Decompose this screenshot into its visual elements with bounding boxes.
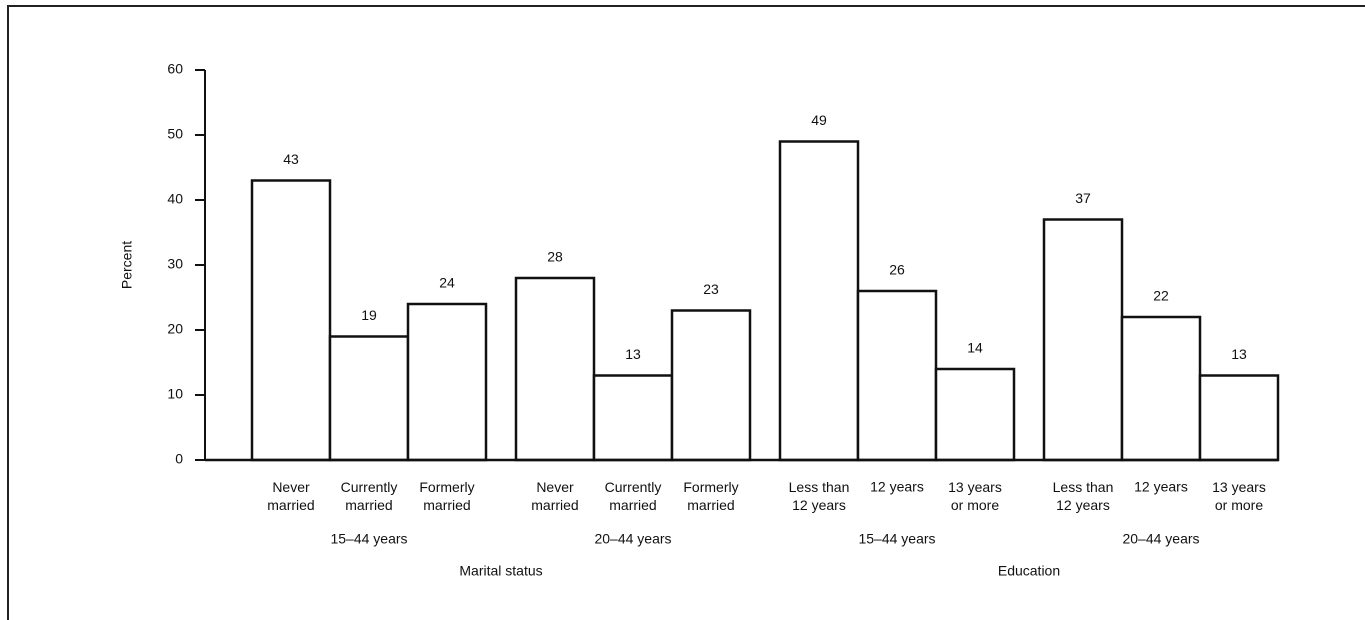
x-tick-label: Formerly married <box>683 479 738 513</box>
value-label: 19 <box>361 307 377 323</box>
value-label: 14 <box>967 340 983 356</box>
bar <box>1198 374 1280 462</box>
value-label: 24 <box>439 275 455 291</box>
x-tick-label: Currently married <box>341 479 398 513</box>
group-label: 15–44 years <box>858 531 935 547</box>
group-label: 15–44 years <box>330 531 407 547</box>
value-label: 28 <box>547 249 563 265</box>
x-tick-label: Never married <box>531 479 578 513</box>
y-tick-label: 10 <box>167 386 183 402</box>
y-tick-label: 30 <box>167 256 183 272</box>
bar <box>1042 218 1124 462</box>
y-tick-label: 60 <box>167 61 183 77</box>
bar <box>406 302 488 462</box>
value-label: 22 <box>1153 288 1169 304</box>
group-label: 20–44 years <box>594 531 671 547</box>
supergroup-label: Marital status <box>459 563 542 579</box>
value-label: 13 <box>625 346 641 362</box>
x-tick-label: Less than 12 years <box>1053 479 1114 513</box>
y-tick-label: 0 <box>175 451 183 467</box>
supergroup-label: Education <box>998 563 1060 579</box>
bar <box>328 335 410 462</box>
x-tick-label: Formerly married <box>419 479 474 513</box>
y-axis-label: Percent <box>119 241 135 289</box>
value-label: 26 <box>889 262 905 278</box>
bar <box>592 374 674 462</box>
group-label: 20–44 years <box>1122 531 1199 547</box>
x-tick-label: 12 years <box>1134 479 1188 495</box>
x-tick-label: Currently married <box>605 479 662 513</box>
x-tick-label: Never married <box>267 479 314 513</box>
bar <box>856 289 938 462</box>
bar <box>670 309 752 462</box>
x-tick-label: 13 years or more <box>948 479 1002 513</box>
y-tick-label: 40 <box>167 191 183 207</box>
value-label: 23 <box>703 281 719 297</box>
bar <box>778 140 860 462</box>
frame <box>7 5 1365 620</box>
value-label: 43 <box>283 151 299 167</box>
bar <box>514 276 596 462</box>
bar <box>250 179 332 462</box>
y-tick-label: 20 <box>167 321 183 337</box>
x-tick-label: Less than 12 years <box>789 479 850 513</box>
x-tick-label: 13 years or more <box>1212 479 1266 513</box>
bar <box>1120 315 1202 462</box>
value-label: 37 <box>1075 190 1091 206</box>
value-label: 13 <box>1231 346 1247 362</box>
x-tick-label: 12 years <box>870 479 924 495</box>
bar <box>934 367 1016 462</box>
value-label: 49 <box>811 112 827 128</box>
y-tick-label: 50 <box>167 126 183 142</box>
